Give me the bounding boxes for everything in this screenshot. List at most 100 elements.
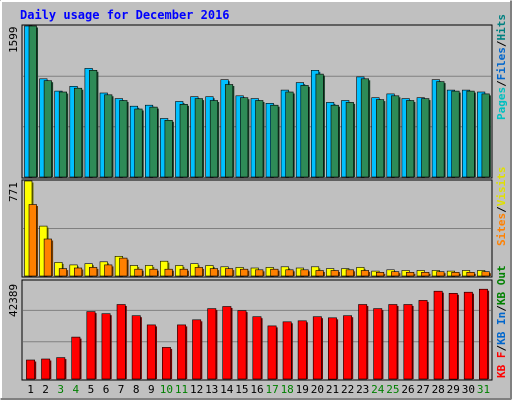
legend-separator: / <box>495 345 508 352</box>
bar-hits-files-pages-files-31 <box>481 93 490 178</box>
x-tick-label-28: 28 <box>432 383 445 396</box>
bar-hits-files-pages-files-1 <box>28 25 37 178</box>
bar-visits-sites-sites-9 <box>149 268 158 277</box>
panel-frame-hits <box>21 24 493 179</box>
bar-visits-sites-sites-7 <box>119 257 128 277</box>
bar-kbytes-in-out-kb-f-16 <box>252 316 262 380</box>
x-tick-label-29: 29 <box>447 383 460 396</box>
legend-entry-hits: Hits <box>495 14 508 41</box>
legend-separator: / <box>495 80 508 87</box>
bar-hits-files-pages-files-22 <box>345 102 354 178</box>
bar-visits-sites-sites-23 <box>360 270 370 277</box>
panel2-max-label: 771 <box>7 182 20 202</box>
bar-hits-files-pages-files-26 <box>406 100 415 178</box>
bar-visits-sites-sites-17 <box>270 268 279 277</box>
x-tick-label-17: 17 <box>265 383 278 396</box>
x-tick-label-21: 21 <box>326 383 339 396</box>
bar-visits-sites-sites-26 <box>406 271 415 277</box>
bar-kbytes-in-out-kb-f-4 <box>71 336 81 380</box>
x-tick-label-26: 26 <box>401 383 414 396</box>
legend-entry-visits: Visits <box>495 167 508 207</box>
bar-kbytes-in-out-kb-f-29 <box>448 292 458 380</box>
bar-hits-files-pages-files-23 <box>360 78 370 178</box>
x-tick-label-23: 23 <box>356 383 369 396</box>
bar-hits-files-pages-files-7 <box>119 100 128 178</box>
bar-hits-files-pages-files-4 <box>74 87 83 178</box>
bar-visits-sites-sites-11 <box>179 268 188 277</box>
x-tick-label-25: 25 <box>386 383 399 396</box>
legend-entry-kb-f: KB F <box>495 352 508 379</box>
bar-visits-sites-sites-27 <box>421 271 430 277</box>
bar-kbytes-in-out-kb-f-28 <box>433 290 443 380</box>
bar-visits-sites-visits-10 <box>160 260 169 277</box>
bar-hits-files-pages-files-25 <box>391 95 400 178</box>
x-tick-label-13: 13 <box>205 383 218 396</box>
bar-visits-sites-sites-22 <box>345 269 354 277</box>
legend-separator: / <box>495 206 508 213</box>
bar-hits-files-pages-files-3 <box>58 91 68 178</box>
x-tick-label-10: 10 <box>160 383 173 396</box>
bar-visits-sites-sites-13 <box>209 268 218 277</box>
bar-kbytes-in-out-kb-f-11 <box>177 324 186 380</box>
panel3-max-label: 42389 <box>7 284 20 317</box>
bar-hits-files-pages-files-21 <box>330 104 339 178</box>
bar-kbytes-in-out-kb-f-19 <box>297 320 307 380</box>
x-tick-label-16: 16 <box>250 383 263 396</box>
x-tick-label-9: 9 <box>148 383 155 396</box>
bar-hits-files-pages-files-28 <box>436 81 445 178</box>
bar-visits-sites-sites-2 <box>43 238 52 277</box>
bar-hits-files-pages-files-14 <box>225 84 234 178</box>
bar-kbytes-in-out-kb-f-23 <box>358 304 368 380</box>
x-tick-label-3: 3 <box>57 383 64 396</box>
bar-kbytes-in-out-kb-f-10 <box>162 347 171 380</box>
bar-kbytes-in-out-kb-f-17 <box>267 325 277 380</box>
bar-kbytes-in-out-kb-f-13 <box>207 308 217 380</box>
bar-kbytes-in-out-kb-f-3 <box>56 357 66 380</box>
bar-kbytes-in-out-kb-f-22 <box>343 315 352 380</box>
panel-frame-visits <box>21 179 493 278</box>
bar-hits-files-pages-files-29 <box>451 90 460 178</box>
side-legend-kbytes-in-out: KB F/KB In/KB Out <box>495 265 508 378</box>
legend-separator: / <box>495 40 508 47</box>
bar-hits-files-pages-files-11 <box>179 104 188 178</box>
bar-hits-files-pages-files-13 <box>209 100 218 178</box>
x-axis-labels: 1 2 3 4 5 6 7 8 9 10 11 12 13 14 15 16 17 18 19 20 21 22 23 24 2… <box>27 383 490 396</box>
legend-entry-files: Files <box>495 47 508 80</box>
bar-visits-sites-sites-25 <box>391 271 400 277</box>
x-tick-label-15: 15 <box>235 383 248 396</box>
bar-visits-sites-sites-31 <box>481 271 490 277</box>
bar-hits-files-pages-files-18 <box>285 91 294 178</box>
x-tick-label-20: 20 <box>311 383 324 396</box>
bar-hits-files-pages-files-10 <box>164 120 173 178</box>
bar-hits-files-pages-files-15 <box>240 97 249 178</box>
x-tick-label-24: 24 <box>371 383 385 396</box>
bar-visits-sites-sites-3 <box>58 268 68 277</box>
bar-kbytes-in-out-kb-f-15 <box>237 310 247 380</box>
bar-kbytes-in-out-kb-f-27 <box>418 300 428 380</box>
bar-kbytes-in-out-kb-f-2 <box>41 358 51 380</box>
bar-visits-sites-sites-5 <box>89 267 98 277</box>
bar-hits-files-pages-files-30 <box>466 90 475 178</box>
bar-visits-sites-sites-24 <box>375 271 385 277</box>
bar-hits-files-pages-files-17 <box>270 104 279 178</box>
bar-hits-files-pages-files-5 <box>89 70 98 178</box>
legend-entry-sites: Sites <box>495 213 508 246</box>
chart-title: Daily usage for December 2016 <box>20 8 230 22</box>
bar-visits-sites-sites-30 <box>466 271 475 277</box>
bar-kbytes-in-out-kb-f-21 <box>327 317 337 380</box>
bar-hits-files-pages-files-6 <box>104 94 113 178</box>
x-tick-label-4: 4 <box>72 383 79 396</box>
legend-entry-pages: Pages <box>495 87 508 120</box>
bar-kbytes-in-out-kb-f-20 <box>312 316 322 380</box>
bar-visits-sites-sites-19 <box>300 269 309 277</box>
bar-visits-sites-sites-1 <box>28 204 37 277</box>
x-tick-label-11: 11 <box>175 383 188 396</box>
bar-kbytes-in-out-kb-f-14 <box>222 306 232 380</box>
x-tick-label-6: 6 <box>103 383 110 396</box>
bar-kbytes-in-out-kb-f-31 <box>478 288 488 380</box>
legend-separator: / <box>495 305 508 312</box>
x-tick-label-2: 2 <box>42 383 49 396</box>
bar-visits-sites-sites-8 <box>134 268 143 277</box>
bar-hits-files-pages-files-24 <box>375 99 385 178</box>
bar-visits-sites-sites-4 <box>74 267 83 277</box>
